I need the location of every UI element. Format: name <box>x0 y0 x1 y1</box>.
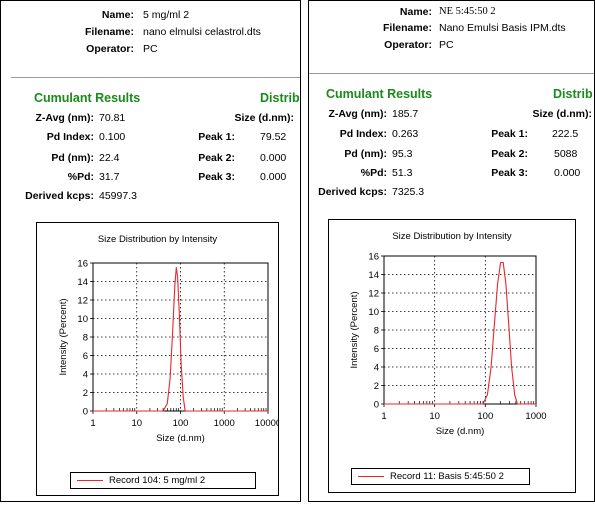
derived-kcps-label: Derived kcps: <box>318 186 387 198</box>
x-axis-label: Size (d.nm) <box>156 433 205 444</box>
y-tick-label: 2 <box>83 388 88 399</box>
y-tick-label: 8 <box>374 326 379 337</box>
peak1-value: 222.5 <box>552 128 579 140</box>
name-value: 5 mg/ml 2 <box>143 9 190 21</box>
peak3-value: 0.000 <box>554 167 581 179</box>
y-tick-label: 14 <box>368 270 379 281</box>
legend-line <box>358 476 384 477</box>
y-tick-label: 4 <box>83 370 88 381</box>
y-tick-label: 8 <box>83 333 88 344</box>
distribution-results-title: Distrib <box>553 87 593 101</box>
name-label: Name: <box>399 6 432 18</box>
chart-title: Size Distribution by Intensity <box>392 231 512 242</box>
right-report-panel: Name: NE 5:45:50 2 Filename: Nano Emulsi… <box>308 0 595 502</box>
x-tick-label: 1 <box>381 411 386 422</box>
pd-index-label: Pd Index: <box>46 131 94 143</box>
y-tick-label: 12 <box>368 289 379 300</box>
size-distribution-chart: Size Distribution by Intensity 1 10 100 100… <box>328 219 576 493</box>
filename-label: Filename: <box>84 26 134 38</box>
y-tick-label: 14 <box>77 277 88 288</box>
series-line <box>384 261 536 405</box>
cumulant-results-title: Cumulant Results <box>34 91 141 105</box>
pd-index-value: 0.263 <box>392 128 419 140</box>
y-tick-label: 16 <box>368 252 379 263</box>
pd-label: Pd (nm): <box>51 152 94 164</box>
z-avg-label: Z-Avg (nm): <box>328 108 387 120</box>
y-tick-label: 6 <box>374 344 379 355</box>
z-avg-value: 70.81 <box>99 112 126 124</box>
operator-value: PC <box>439 39 454 51</box>
operator-label: Operator: <box>384 39 432 51</box>
derived-kcps-value: 7325.3 <box>392 186 425 198</box>
peak3-label: Peak 3: <box>198 171 235 183</box>
y-tick-label: 10 <box>77 314 88 325</box>
series-line <box>93 267 268 412</box>
cumulant-results-title: Cumulant Results <box>326 87 433 101</box>
x-tick-label: 100 <box>173 418 189 429</box>
pd-index-label: Pd Index: <box>339 128 387 140</box>
legend-line <box>77 480 103 481</box>
y-tick-label: 12 <box>77 296 88 307</box>
size-distribution-chart: Size Distribution by Intensity 1 10 100 100… <box>36 222 279 496</box>
size-header: Size (d.nm): <box>532 108 593 120</box>
y-tick-label: 16 <box>77 259 88 270</box>
legend-label: Record 104: 5 mg/ml 2 <box>109 475 206 486</box>
chart-legend: Record 11: Basis 5:45:50 2 <box>351 468 530 485</box>
x-tick-label: 10 <box>131 418 142 429</box>
legend-label: Record 11: Basis 5:45:50 2 <box>390 471 504 482</box>
peak2-label: Peak 2: <box>198 152 235 164</box>
peak1-label: Peak 1: <box>491 128 528 140</box>
pct-pd-label: %Pd: <box>360 167 387 179</box>
peak3-label: Peak 3: <box>491 167 528 179</box>
filename-value: Nano Emulsi Basis IPM.dts <box>439 22 566 34</box>
peak2-label: Peak 2: <box>491 148 528 160</box>
size-header: Size (d.nm): <box>234 112 295 124</box>
pd-index-value: 0.100 <box>99 131 126 143</box>
x-axis-label: Size (d.nm) <box>436 426 485 437</box>
chart-plot: 1 10 100 1000 0 2 4 6 8 10 12 14 16 Size (d.nm) Intens… <box>349 252 547 438</box>
operator-label: Operator: <box>86 43 134 55</box>
x-tick-label: 10 <box>429 411 440 422</box>
distribution-results-title: Distrib <box>260 91 300 105</box>
peak2-value: 0.000 <box>260 152 287 164</box>
name-value: NE 5:45:50 2 <box>439 6 496 17</box>
x-tick-label: 1 <box>90 418 95 429</box>
pct-pd-value: 51.3 <box>392 167 413 179</box>
operator-value: PC <box>143 43 158 55</box>
pd-value: 95.3 <box>392 148 413 160</box>
y-tick-label: 6 <box>83 351 88 362</box>
x-tick-label: 1000 <box>525 411 546 422</box>
y-tick-label: 2 <box>374 381 379 392</box>
filename-value: nano elmulsi celastrol.dts <box>143 26 261 38</box>
y-axis-label: Intensity (Percent) <box>58 298 69 375</box>
y-tick-label: 10 <box>368 307 379 318</box>
y-axis-label: Intensity (Percent) <box>349 291 360 368</box>
y-tick-label: 4 <box>374 363 379 374</box>
peak1-label: Peak 1: <box>198 131 235 143</box>
pd-value: 22.4 <box>99 152 120 164</box>
filename-label: Filename: <box>382 22 432 34</box>
z-avg-label: Z-Avg (nm): <box>35 112 94 124</box>
left-report-panel: Name: 5 mg/ml 2 Filename: nano elmulsi c… <box>0 0 301 502</box>
chart-title: Size Distribution by Intensity <box>97 234 218 245</box>
pct-pd-label: %Pd: <box>67 171 94 183</box>
peak3-value: 0.000 <box>260 171 287 183</box>
y-tick-label: 0 <box>374 400 379 411</box>
x-tick-label: 1000 <box>214 418 235 429</box>
name-label: Name: <box>101 9 134 21</box>
chart-legend: Record 104: 5 mg/ml 2 <box>70 472 256 489</box>
y-tick-label: 0 <box>83 407 88 418</box>
divider <box>309 73 594 74</box>
z-avg-value: 185.7 <box>392 108 419 120</box>
divider <box>11 77 300 78</box>
derived-kcps-label: Derived kcps: <box>25 190 94 202</box>
derived-kcps-value: 45997.3 <box>99 190 137 202</box>
peak2-value: 5088 <box>554 148 578 160</box>
pct-pd-value: 31.7 <box>99 171 120 183</box>
x-tick-label: 100 <box>477 411 493 422</box>
pd-label: Pd (nm): <box>344 148 387 160</box>
peak1-value: 79.52 <box>260 131 287 143</box>
